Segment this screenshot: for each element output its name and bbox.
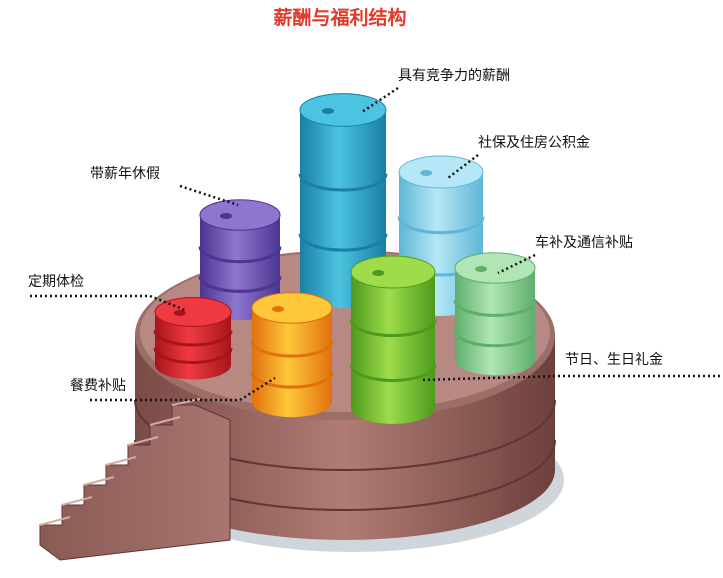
barrel [349,255,437,424]
barrel-top [350,255,436,289]
barrel-side [300,110,386,309]
barrel-side [252,308,332,418]
barrel-ring [453,330,537,348]
barrel-top [251,292,333,324]
barrel [298,93,388,309]
barrel-top [454,252,536,284]
leaders [30,86,720,402]
stairs [39,398,231,561]
label: 节日、生日礼金 [565,352,663,368]
title: 薪酬与福利结构 [273,6,406,29]
barrel-ring [349,364,437,382]
leader-line [179,184,239,207]
barrel-cap [420,170,433,176]
barrel [153,297,233,380]
barrel-cap [272,306,284,312]
barrel-ring [250,371,334,389]
label: 餐费补贴 [70,378,126,394]
barrel-top [398,155,484,189]
leader-line [361,86,399,114]
leader-line [30,294,186,312]
leader-line [419,374,720,382]
barrel-ring [453,299,537,317]
barrel-ring [397,216,485,235]
barrel-side [455,268,535,376]
barrel-ring [349,319,437,338]
leader-line [90,376,276,402]
leader-line [497,253,536,275]
barrel-ring [153,330,233,347]
barrel-ring [153,347,233,364]
label: 具有竞争力的薪酬 [398,67,510,84]
label: 定期体检 [28,274,84,290]
label: 社保及住房公积金 [478,135,590,151]
barrel-ring [198,275,282,293]
barrel-ring [298,173,388,192]
barrel [453,252,537,376]
barrel-top [299,93,387,127]
barrel-side [200,215,280,321]
barrel-cap [173,310,186,316]
label: 车补及通信补贴 [535,234,633,251]
leader-line [447,154,479,179]
barrel-cap [220,213,232,219]
barrel-cap [475,266,487,272]
barrel [198,199,282,321]
barrels [153,93,537,424]
barrel-ring [250,340,334,358]
barrel-top [154,297,232,327]
barrel [250,292,334,418]
barrel-top [199,199,281,231]
barrel-cap [321,108,334,114]
label: 带薪年休假 [90,166,160,182]
barrel-ring [298,233,388,252]
barrel-side [351,272,435,424]
barrel-ring [198,246,282,264]
barrel-cap [372,270,385,276]
